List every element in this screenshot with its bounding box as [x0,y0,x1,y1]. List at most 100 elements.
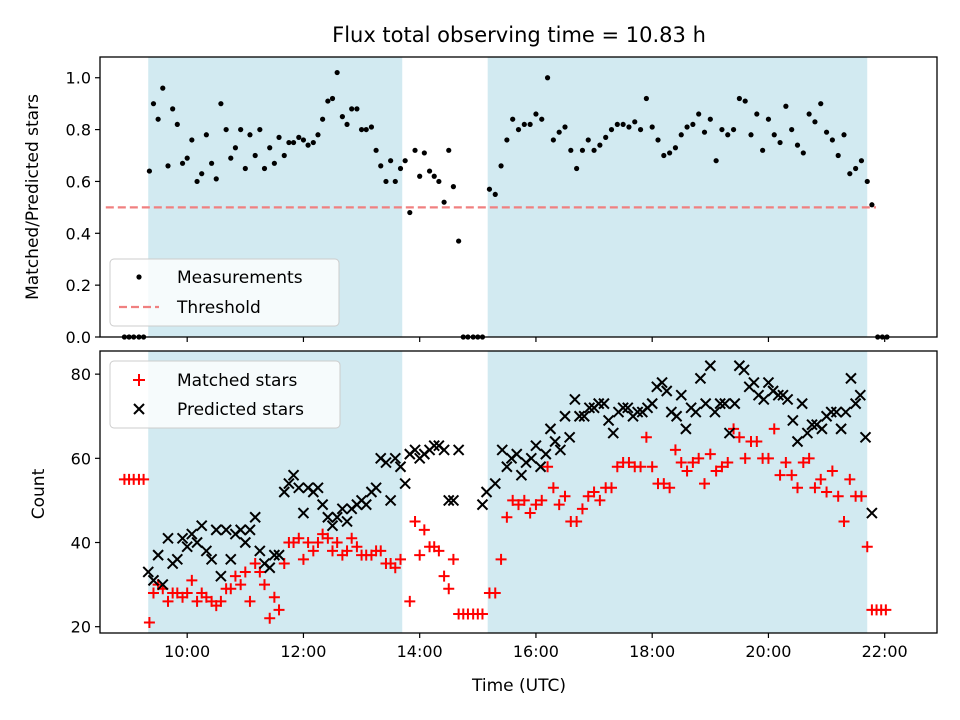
data-point [443,494,455,507]
data-point [191,536,203,549]
data-point [549,435,561,448]
data-point [530,499,542,511]
data-point [344,121,350,128]
data-point [264,612,276,624]
data-point [271,160,277,166]
data-point [409,444,421,456]
data-point [806,111,812,117]
top-panel: 0.0 0.2 0.4 0.6 0.8 1.0 [66,56,938,347]
data-point [351,541,363,553]
data-point [370,482,382,494]
data-point [530,439,542,452]
legend-threshold-label: Threshold [176,298,261,318]
data-point [346,532,358,544]
data-point [247,132,253,138]
x-axis-label: Time (UTC) [471,676,566,696]
data-point [176,532,189,545]
data-point [200,545,213,557]
data-point [806,418,818,431]
data-point [510,116,516,122]
x-tick-label: 20:00 [745,642,791,661]
data-point [213,176,219,182]
data-point [143,616,155,628]
data-point [199,171,205,177]
data-point [281,152,287,159]
data-point [774,469,786,481]
data-point [336,503,349,515]
data-point [635,461,647,473]
data-point [341,515,353,528]
data-point [268,549,281,561]
data-point [389,562,401,574]
data-point [709,406,721,418]
data-point [585,137,591,143]
data-point [669,444,681,456]
data-point [603,134,609,140]
data-point [826,465,838,477]
data-point [496,444,508,456]
data-point [228,155,234,161]
data-point [334,69,340,76]
data-point [438,570,450,582]
data-point [225,553,237,566]
data-point [796,397,808,410]
data-point [823,129,830,135]
data-point [315,132,321,138]
data-point [780,457,792,469]
data-point [368,124,375,130]
data-point [375,545,387,557]
data-point [562,124,568,130]
data-point [257,126,263,133]
data-point [238,126,244,133]
data-point [511,448,523,460]
data-point [273,549,285,561]
y-tick-label: 0.8 [66,121,91,140]
data-point [646,397,658,410]
data-point [840,406,852,418]
data-point [360,498,372,511]
data-point [191,595,203,607]
data-point [748,376,760,389]
data-point [320,116,326,122]
data-point [544,423,557,435]
data-point [544,75,551,81]
data-point [399,477,411,490]
data-point [643,95,649,102]
data-point [606,482,617,494]
data-point [730,126,737,133]
y-tick-label: 1.0 [66,69,91,88]
data-point [501,511,513,523]
data-point [678,132,684,138]
data-point [495,553,507,565]
data-point [783,103,789,109]
data-point [388,158,394,164]
data-point [765,116,772,122]
data-point [300,137,307,143]
data-point [431,173,437,179]
data-point [597,142,603,148]
data-point [447,553,459,565]
data-point [623,457,635,469]
data-point [229,570,241,582]
data-point [582,490,594,502]
data-point [594,494,606,506]
data-point [880,604,892,616]
data-point [174,121,180,128]
y-tick-label: 0.0 [66,328,91,347]
data-point [373,147,379,153]
data-point [699,397,712,410]
y-axis-label-top: Matched/Predicted stars [23,94,43,300]
data-point [690,406,702,418]
data-point [725,132,731,138]
data-point [239,566,251,578]
data-point [631,406,644,418]
data-point [418,524,430,536]
data-point [699,478,710,490]
y-tick-label: 0.2 [66,276,91,295]
data-point [707,116,713,122]
data-point [786,469,798,481]
y-tick-label: 60 [71,449,91,468]
data-point [760,147,766,153]
x-tick-label: 22:00 [862,642,908,661]
